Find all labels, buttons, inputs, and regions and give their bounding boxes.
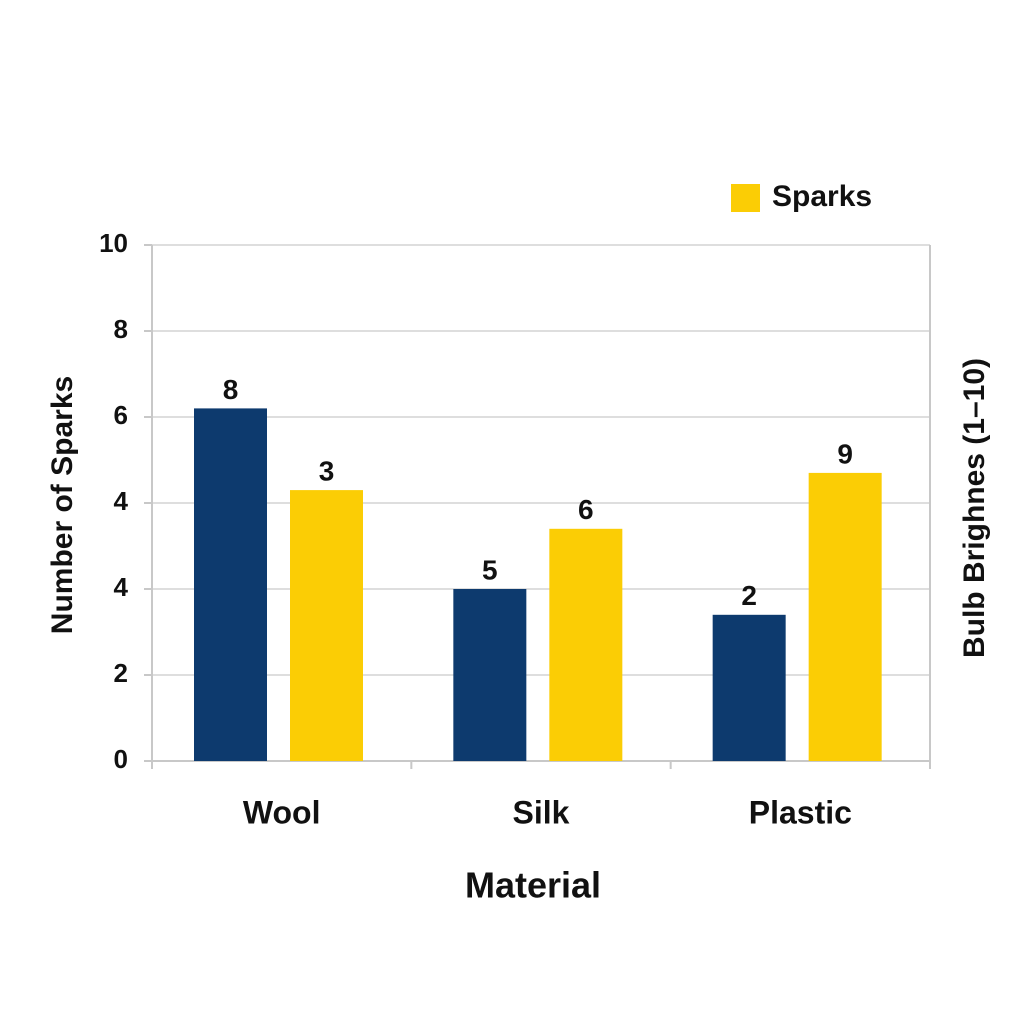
y-tick-label: 4 bbox=[114, 572, 129, 602]
y2-axis-label: Bulb Brighnes (1–10) bbox=[958, 358, 991, 658]
annotation: 2 bbox=[741, 580, 757, 611]
x-tick-label: Silk bbox=[513, 794, 570, 830]
y-tick-label: 2 bbox=[114, 658, 128, 688]
annotation: 9 bbox=[837, 438, 853, 469]
y-tick-label: 8 bbox=[114, 314, 128, 344]
legend-swatch bbox=[731, 184, 760, 212]
x-tick-label: Wool bbox=[243, 794, 321, 830]
annotation: 6 bbox=[578, 494, 594, 525]
bar bbox=[453, 589, 527, 761]
annotation: 8 bbox=[223, 374, 239, 405]
y-tick-label: 4 bbox=[114, 486, 129, 516]
y-tick-label: 10 bbox=[99, 228, 128, 258]
y-axis-label: Number of Sparks bbox=[46, 376, 79, 634]
bar bbox=[549, 528, 623, 761]
y-tick-label: 0 bbox=[114, 744, 128, 774]
y-tick-label: 6 bbox=[114, 400, 128, 430]
x-axis-label: Material bbox=[465, 865, 601, 906]
bar bbox=[712, 614, 786, 761]
annotation: 5 bbox=[482, 554, 498, 585]
annotation: 3 bbox=[319, 455, 335, 486]
legend-label: Sparks bbox=[772, 180, 872, 213]
x-tick-label: Plastic bbox=[749, 794, 852, 830]
bar bbox=[290, 490, 363, 761]
bar bbox=[808, 472, 882, 761]
bar bbox=[194, 408, 267, 761]
